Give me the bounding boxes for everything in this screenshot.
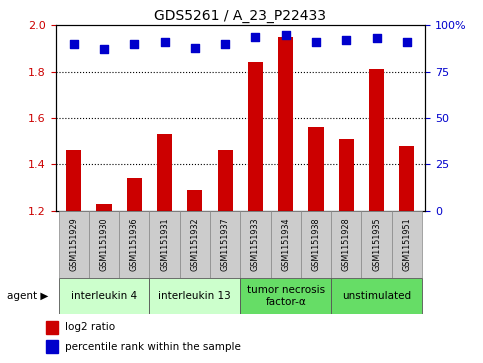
Bar xyxy=(339,139,354,211)
Point xyxy=(100,46,108,52)
Text: GSM1151938: GSM1151938 xyxy=(312,217,321,271)
Text: GSM1151935: GSM1151935 xyxy=(372,217,381,271)
Bar xyxy=(157,134,172,211)
Point xyxy=(130,41,138,47)
Bar xyxy=(187,190,202,211)
Text: log2 ratio: log2 ratio xyxy=(65,322,115,332)
Bar xyxy=(149,211,180,278)
Text: tumor necrosis
factor-α: tumor necrosis factor-α xyxy=(247,285,325,307)
Text: GSM1151932: GSM1151932 xyxy=(190,217,199,271)
Text: GSM1151928: GSM1151928 xyxy=(342,217,351,271)
Text: unstimulated: unstimulated xyxy=(342,291,411,301)
Bar xyxy=(180,211,210,278)
Text: interleukin 13: interleukin 13 xyxy=(158,291,231,301)
Bar xyxy=(66,150,81,211)
Point xyxy=(70,41,78,47)
Text: agent ▶: agent ▶ xyxy=(7,291,49,301)
Text: GSM1151930: GSM1151930 xyxy=(99,217,109,271)
Bar xyxy=(392,211,422,278)
Point xyxy=(161,39,169,45)
Point xyxy=(221,41,229,47)
Bar xyxy=(149,278,241,314)
Bar xyxy=(97,204,112,211)
Bar xyxy=(127,178,142,211)
Bar xyxy=(217,150,233,211)
Bar xyxy=(248,62,263,211)
Point xyxy=(252,34,259,40)
Point xyxy=(373,36,381,41)
Bar xyxy=(58,211,89,278)
Point xyxy=(282,32,290,38)
Text: percentile rank within the sample: percentile rank within the sample xyxy=(65,342,241,352)
Title: GDS5261 / A_23_P22433: GDS5261 / A_23_P22433 xyxy=(154,9,327,23)
Bar xyxy=(301,211,331,278)
Text: GSM1151936: GSM1151936 xyxy=(130,217,139,271)
Text: interleukin 4: interleukin 4 xyxy=(71,291,137,301)
Text: GSM1151951: GSM1151951 xyxy=(402,217,412,271)
Text: GSM1151934: GSM1151934 xyxy=(281,217,290,271)
Bar xyxy=(58,278,149,314)
Bar xyxy=(331,211,361,278)
Text: GSM1151937: GSM1151937 xyxy=(221,217,229,271)
Bar xyxy=(270,211,301,278)
Point xyxy=(403,39,411,45)
Bar xyxy=(331,278,422,314)
Text: GSM1151933: GSM1151933 xyxy=(251,217,260,271)
Bar xyxy=(119,211,149,278)
Bar xyxy=(241,211,270,278)
Point xyxy=(342,37,350,43)
Point xyxy=(191,45,199,50)
Bar xyxy=(369,69,384,211)
Bar xyxy=(46,321,57,334)
Bar xyxy=(89,211,119,278)
Bar xyxy=(361,211,392,278)
Text: GSM1151931: GSM1151931 xyxy=(160,217,169,271)
Point xyxy=(312,39,320,45)
Bar xyxy=(399,146,414,211)
Bar xyxy=(210,211,241,278)
Text: GSM1151929: GSM1151929 xyxy=(69,217,78,271)
Bar xyxy=(46,340,57,353)
Bar xyxy=(278,37,293,211)
Bar xyxy=(309,127,324,211)
Bar xyxy=(241,278,331,314)
